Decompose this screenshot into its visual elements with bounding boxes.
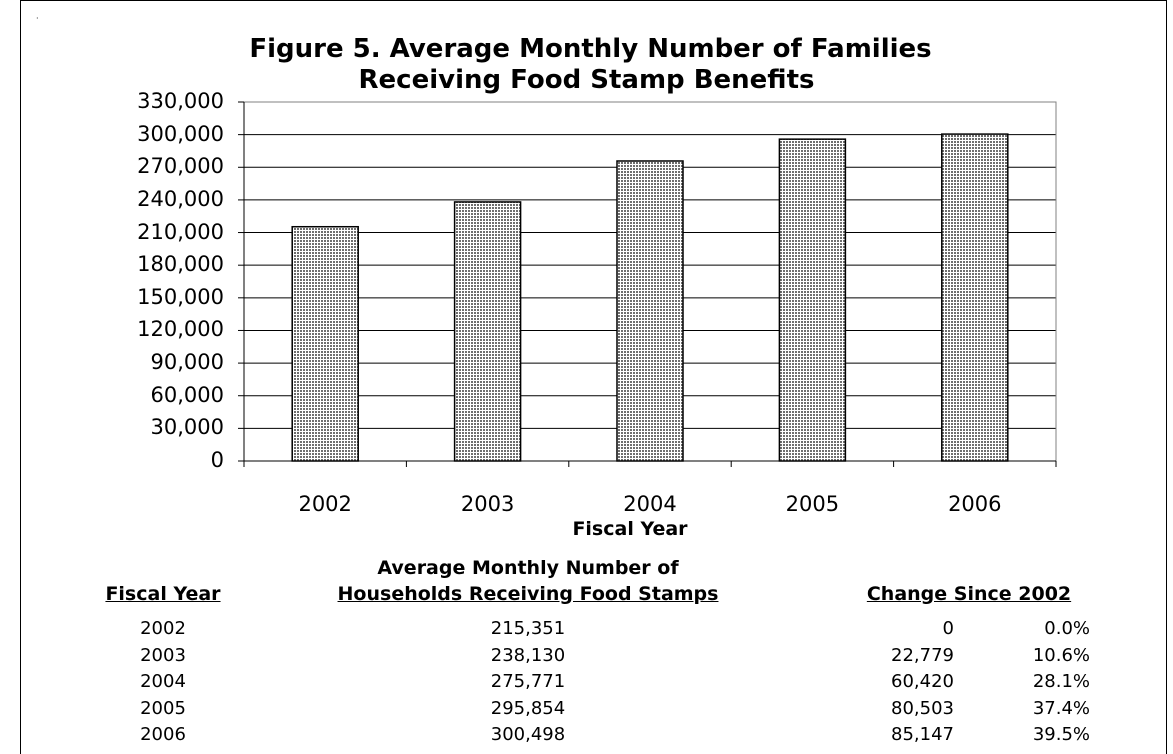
cell-households: 295,854	[490, 697, 566, 719]
cell-households: 275,771	[490, 671, 566, 692]
table-header-avg-line2: Households Receiving Food Stamps	[337, 583, 719, 605]
y-tick-label: 0	[210, 448, 224, 472]
cell-change: 60,420	[891, 671, 954, 692]
y-tick-label: 180,000	[137, 252, 224, 277]
x-tick-label: 2004	[623, 492, 677, 516]
cell-change: 0	[942, 618, 954, 639]
bar-chart	[238, 101, 1057, 467]
cell-pct: 37.4%	[1032, 697, 1090, 719]
cell-pct: 28.1%	[1032, 671, 1090, 692]
bar-2002	[291, 225, 359, 462]
cell-year: 2004	[140, 671, 186, 692]
y-tick-label: 90,000	[150, 350, 224, 375]
x-tick-label: 2002	[298, 492, 352, 516]
cell-change: 22,779	[891, 644, 954, 666]
bar-2004	[616, 160, 684, 462]
bar-2006	[941, 133, 1009, 462]
cell-change: 85,147	[891, 724, 954, 745]
figure-frame	[20, 0, 1167, 754]
y-tick-label: 210,000	[137, 219, 224, 244]
bar-2003	[453, 201, 522, 462]
y-tick-label: 120,000	[137, 317, 224, 342]
cell-year: 2003	[140, 644, 186, 666]
cell-pct: 10.6%	[1032, 644, 1090, 666]
cell-year: 2002	[140, 618, 186, 639]
y-tick-label: 270,000	[137, 154, 224, 179]
cell-pct: 39.5%	[1032, 724, 1090, 745]
cell-year: 2006	[140, 724, 186, 745]
table-header-avg-line1: Average Monthly Number of	[377, 557, 679, 579]
cell-year: 2005	[140, 697, 186, 719]
y-tick-label: 150,000	[137, 284, 224, 309]
y-tick-label: 30,000	[150, 415, 224, 440]
y-tick-label: 300,000	[137, 121, 224, 146]
cell-households: 300,498	[490, 724, 566, 745]
chart-title-line2: Receiving Food Stamp Benefits	[358, 65, 815, 95]
cell-pct: 0.0%	[1044, 618, 1090, 639]
cell-households: 238,130	[490, 644, 566, 666]
cell-households: 215,351	[490, 618, 566, 639]
x-axis-label: Fiscal Year	[572, 518, 688, 540]
cell-change: 80,503	[891, 697, 954, 719]
y-tick-label: 240,000	[137, 186, 224, 211]
x-tick-label: 2003	[460, 492, 515, 516]
table-header-change: Change Since 2002	[866, 583, 1072, 605]
x-tick-label: 2006	[948, 492, 1002, 516]
x-tick-label: 2005	[785, 492, 840, 516]
stray-dot: ·	[36, 14, 39, 23]
chart-title-line1: Figure 5. Average Monthly Number of Fami…	[249, 34, 932, 64]
y-tick-label: 330,000	[137, 89, 224, 113]
table-header-fiscal-year: Fiscal Year	[105, 583, 221, 605]
y-tick-label: 60,000	[150, 382, 224, 407]
bar-2005	[778, 138, 847, 462]
